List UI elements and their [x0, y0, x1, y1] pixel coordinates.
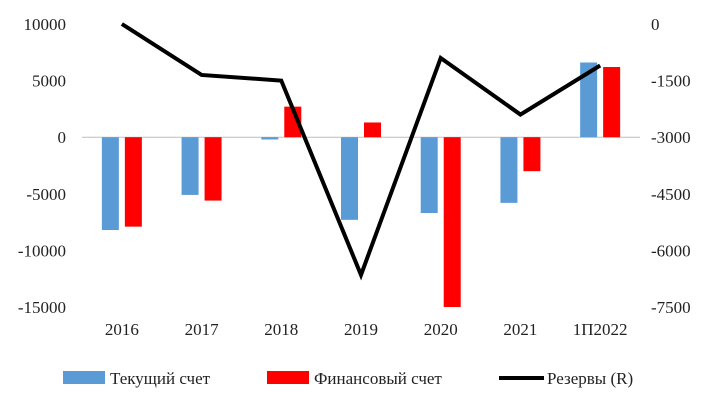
financial-account-bar	[204, 137, 222, 201]
legend-label: Резервы (R)	[547, 369, 633, 388]
reserves-line	[120, 22, 602, 281]
left-tick-label: -5000	[26, 185, 66, 204]
right-tick-label: -4500	[651, 185, 691, 204]
right-tick-label: -6000	[651, 241, 691, 260]
left-tick-label: 0	[58, 128, 67, 147]
current-account-bar	[420, 137, 438, 214]
current-account-bar	[181, 137, 199, 195]
legend-label: Текущий счет	[110, 369, 211, 388]
category-label: 2019	[344, 320, 378, 339]
category-label: 1П2022	[573, 320, 628, 339]
current-account-bar	[341, 137, 358, 220]
current-account-bar	[101, 137, 119, 231]
left-tick-label: -10000	[18, 241, 66, 260]
left-tick-label: -15000	[18, 298, 66, 317]
left-tick-label: 10000	[24, 15, 67, 34]
category-ticks: 2016 2017 2018 2019 2020 2021 1П2022	[105, 320, 628, 339]
reserves-line-group	[120, 22, 602, 281]
left-axis-ticks: 10000 5000 0 -5000 -10000 -15000	[18, 15, 66, 317]
legend-swatch	[63, 371, 105, 384]
financial-account-bar	[124, 137, 142, 227]
right-tick-label: -3000	[651, 128, 691, 147]
bars	[101, 62, 621, 307]
legend-label: Финансовый счет	[314, 369, 442, 388]
current-account-bar	[500, 137, 518, 203]
financial-account-bar	[364, 122, 381, 138]
legend-swatch	[267, 371, 309, 384]
legend-current-account: Текущий счет	[63, 369, 211, 388]
financial-account-bar	[603, 67, 621, 138]
right-tick-label: 0	[651, 15, 660, 34]
left-tick-label: 5000	[32, 72, 66, 91]
financial-account-bar	[523, 137, 541, 172]
legend: Текущий счет Финансовый счет Резервы (R)	[63, 369, 633, 388]
current-account-bar	[261, 137, 279, 140]
category-label: 2021	[503, 320, 537, 339]
category-label: 2018	[264, 320, 298, 339]
legend-financial-account: Финансовый счет	[267, 369, 442, 388]
category-label: 2016	[105, 320, 139, 339]
financial-account-bar	[443, 137, 461, 307]
category-label: 2017	[185, 320, 220, 339]
current-account-bar	[580, 62, 598, 138]
right-tick-label: -7500	[651, 298, 691, 317]
right-axis-ticks: 0 -1500 -3000 -4500 -6000 -7500	[651, 15, 691, 317]
category-label: 2020	[424, 320, 458, 339]
legend-reserves: Резервы (R)	[499, 369, 633, 388]
right-tick-label: -1500	[651, 72, 691, 91]
